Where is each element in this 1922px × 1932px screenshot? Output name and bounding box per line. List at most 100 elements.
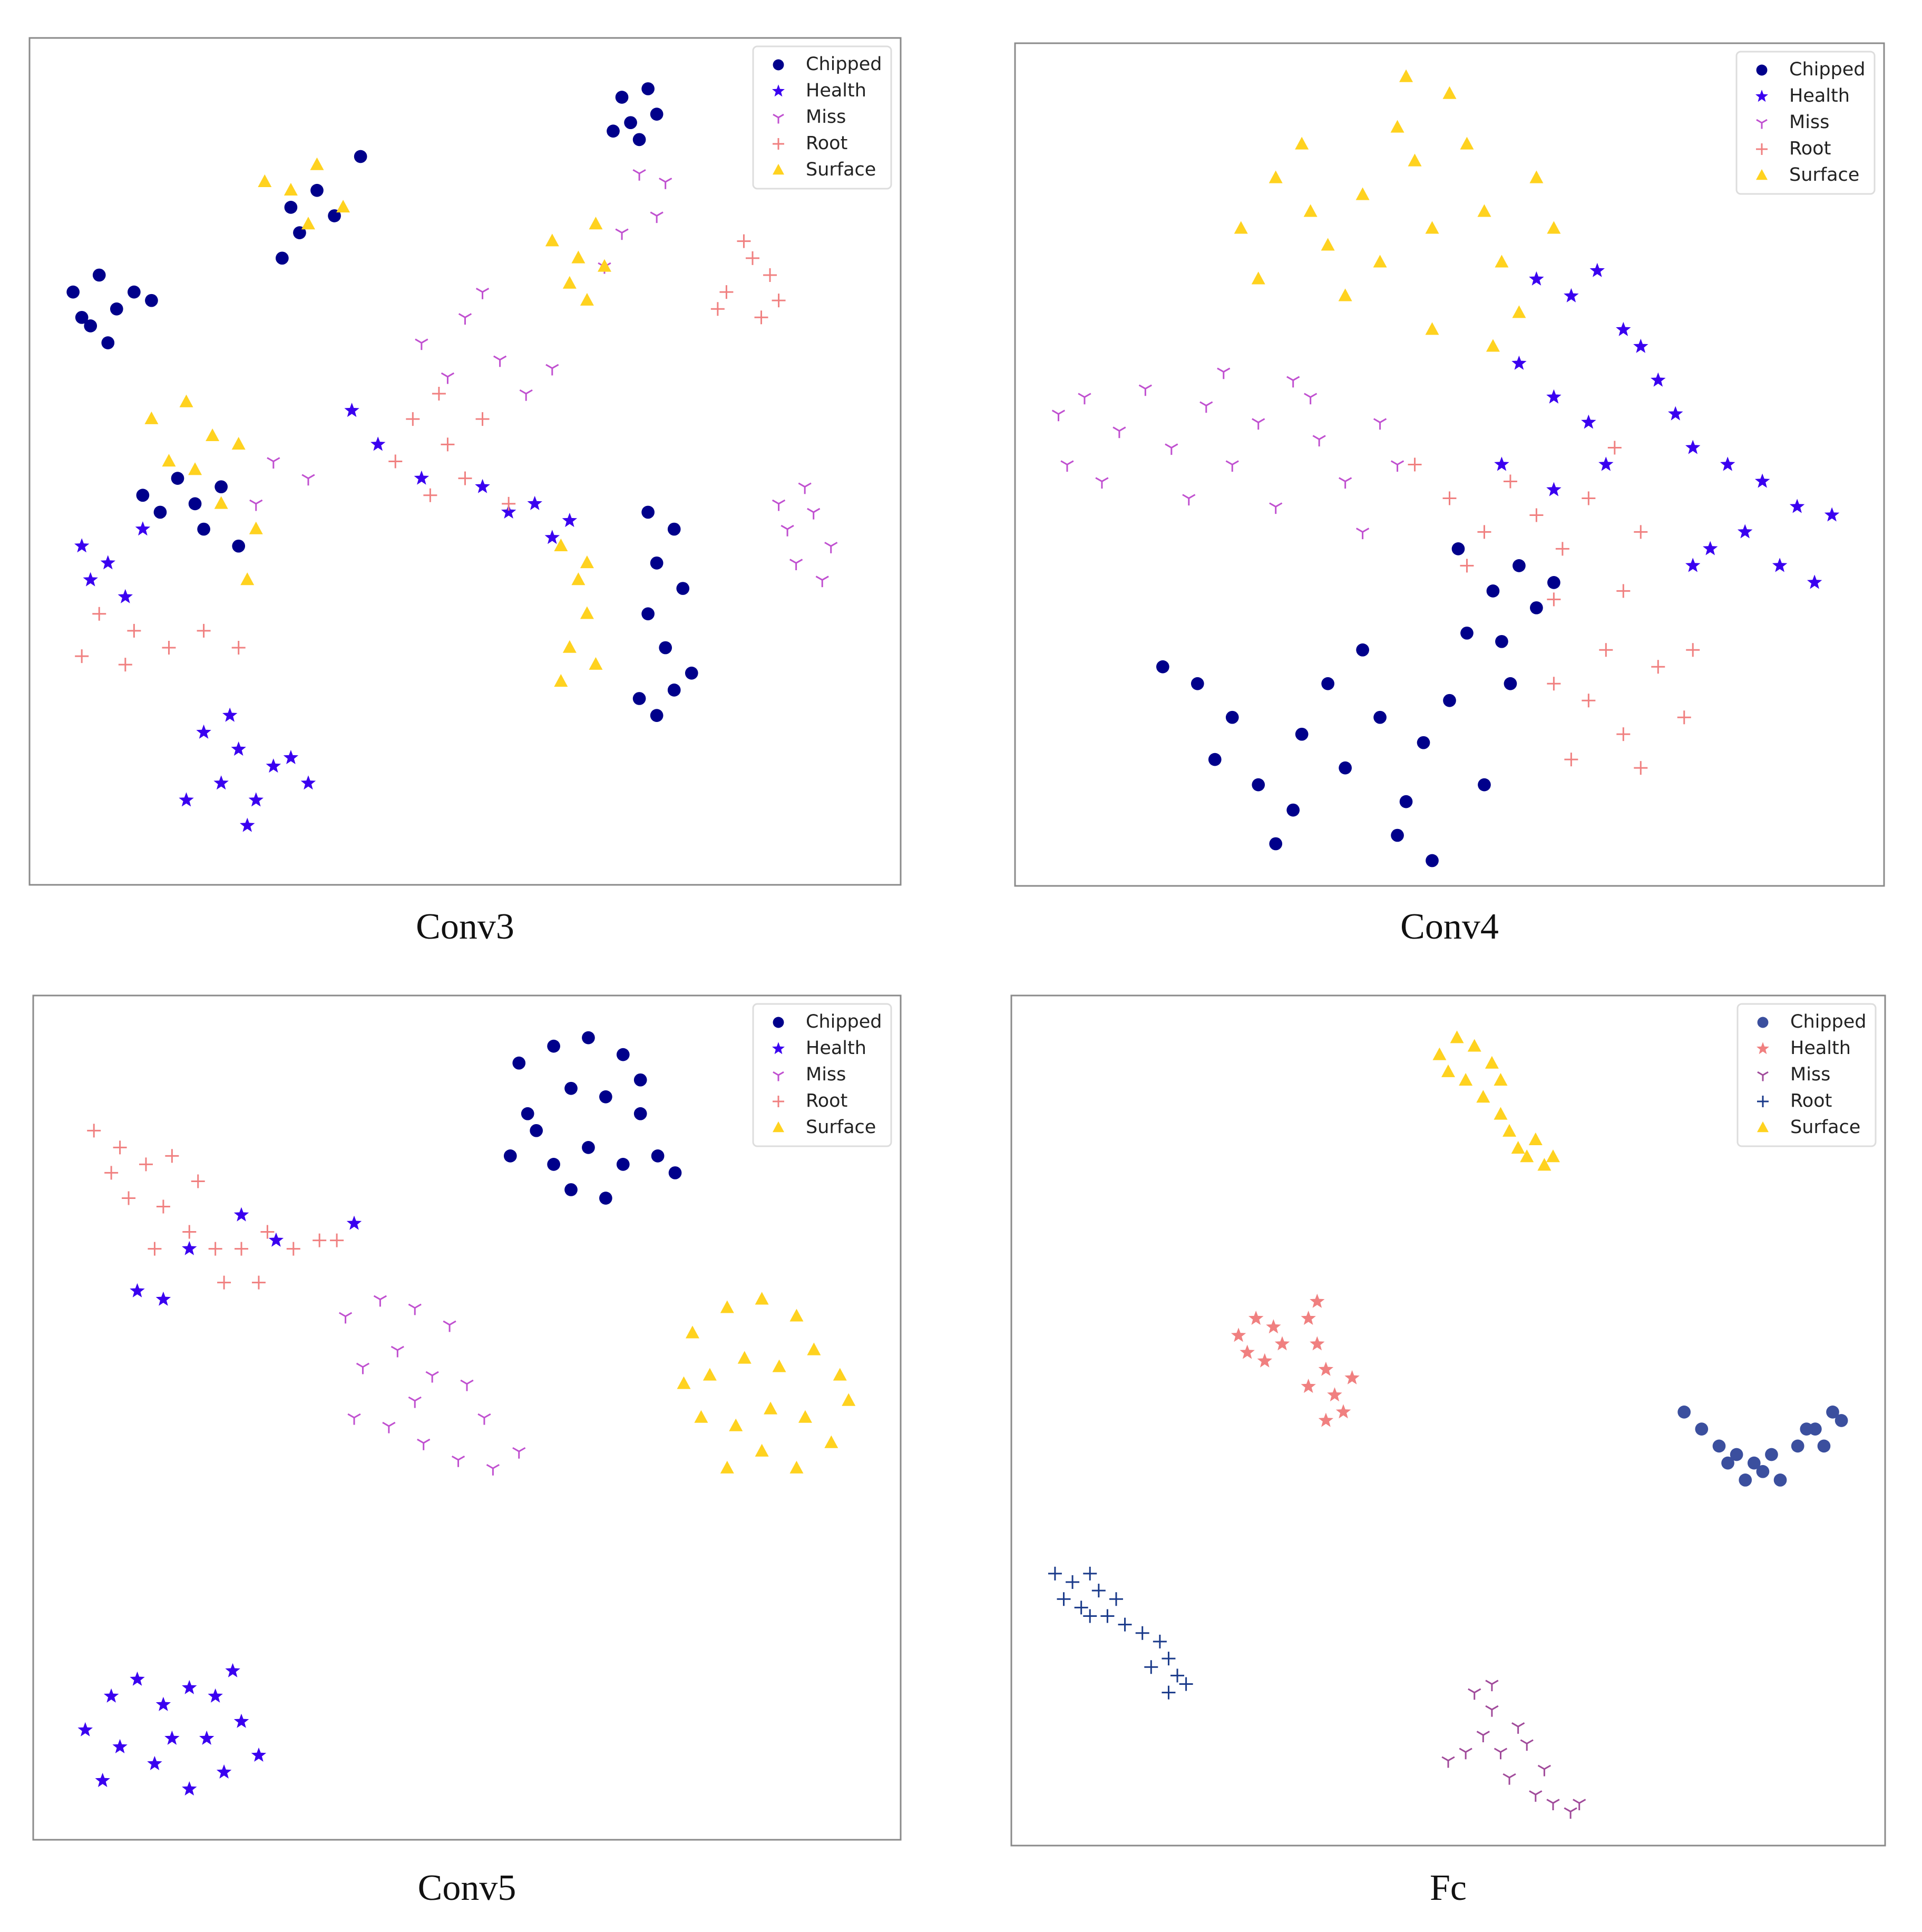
data-point: [477, 1413, 491, 1425]
data-point: [1170, 1668, 1185, 1683]
data-point: [1477, 204, 1491, 217]
legend-label: Root: [806, 133, 847, 154]
panel: Chipped Health Miss Root Surface Conv3: [28, 37, 902, 947]
data-point: [1441, 1756, 1455, 1768]
data-point: [214, 480, 228, 494]
legend-frame: [752, 45, 892, 190]
data-point: [191, 1174, 205, 1188]
legend-marker: [1757, 1071, 1769, 1081]
legend-marker: [1755, 90, 1768, 102]
data-point: [1477, 525, 1491, 539]
data-point: [415, 338, 428, 350]
data-point: [284, 182, 298, 196]
data-point: [1301, 1379, 1316, 1393]
data-point: [233, 1207, 249, 1222]
data-point: [153, 505, 167, 519]
data-point: [599, 1192, 612, 1205]
data-point: [1048, 1566, 1062, 1580]
legend-label: Surface: [1790, 1117, 1860, 1138]
data-point: [197, 623, 211, 638]
data-point: [1503, 1773, 1516, 1785]
legend-label: Root: [1790, 1090, 1832, 1111]
data-point: [1208, 753, 1222, 766]
data-point: [1582, 694, 1596, 708]
data-point: [1529, 508, 1544, 522]
data-point: [1144, 1660, 1158, 1674]
data-point: [521, 1107, 534, 1120]
data-point: [624, 116, 637, 130]
data-point: [1547, 576, 1560, 589]
data-point: [214, 496, 228, 509]
data-point: [443, 1320, 456, 1332]
data-point: [580, 606, 594, 619]
data-point: [1721, 1456, 1734, 1470]
data-point: [1295, 136, 1309, 150]
data-point: [251, 1747, 267, 1762]
data-point: [373, 1295, 387, 1307]
data-point: [1390, 120, 1404, 133]
data-point: [300, 775, 316, 790]
data-point: [130, 1283, 145, 1297]
legend-label: Health: [806, 1038, 866, 1059]
data-point: [188, 497, 202, 511]
data-point: [113, 1140, 127, 1155]
data-point: [1607, 441, 1622, 455]
panel: Chipped Health Miss Root Surface Conv4: [1014, 42, 1885, 947]
data-point: [408, 1303, 422, 1315]
data-point: [1495, 635, 1508, 648]
data-point: [75, 649, 89, 663]
data-point: [1503, 1124, 1517, 1137]
data-point: [1156, 660, 1169, 674]
data-point: [1511, 1722, 1525, 1734]
data-point: [1685, 440, 1701, 454]
legend-marker: [772, 84, 785, 97]
legend-marker: [773, 138, 784, 150]
data-point: [1773, 1474, 1787, 1487]
data-point: [824, 1435, 838, 1448]
legend-frame: [1735, 51, 1876, 195]
legend-marker: [1756, 119, 1768, 129]
data-point: [425, 1371, 439, 1383]
legend-marker: [773, 113, 784, 124]
data-point: [112, 1739, 128, 1753]
data-point: [1495, 255, 1509, 268]
data-point: [1100, 1609, 1115, 1623]
data-point: [1338, 288, 1352, 301]
data-point: [562, 640, 577, 653]
data-point: [1703, 541, 1718, 555]
data-point: [231, 741, 246, 756]
data-point: [571, 572, 586, 586]
data-point: [260, 1225, 275, 1239]
data-point: [1225, 710, 1239, 724]
data-point: [1109, 1592, 1123, 1606]
data-point: [571, 250, 586, 264]
data-point: [1295, 727, 1309, 741]
data-point: [632, 692, 646, 705]
legend-marker: [1757, 1121, 1769, 1133]
data-point: [545, 233, 559, 247]
data-point: [286, 1242, 300, 1256]
data-point: [1162, 1652, 1176, 1666]
data-point: [1529, 271, 1544, 286]
legend-label: Surface: [806, 1117, 876, 1138]
data-point: [1450, 1030, 1464, 1043]
data-point: [1616, 584, 1631, 598]
data-point: [432, 386, 446, 401]
data-point: [1091, 1584, 1106, 1598]
data-point: [1677, 1406, 1691, 1419]
data-point: [1529, 1790, 1543, 1802]
data-point: [1425, 221, 1439, 234]
data-point: [502, 496, 516, 511]
data-point: [582, 1141, 595, 1154]
data-point: [144, 411, 159, 424]
legend-marker: [773, 1121, 784, 1133]
legend-label: Chipped: [806, 1011, 882, 1032]
data-point: [182, 1225, 197, 1239]
legend-marker: [1756, 169, 1768, 180]
data-point: [1485, 1056, 1499, 1069]
data-point: [1513, 559, 1526, 572]
data-point: [1789, 499, 1805, 513]
legend-label: Miss: [806, 1064, 846, 1085]
data-point: [1555, 542, 1569, 556]
data-point: [1442, 86, 1457, 99]
